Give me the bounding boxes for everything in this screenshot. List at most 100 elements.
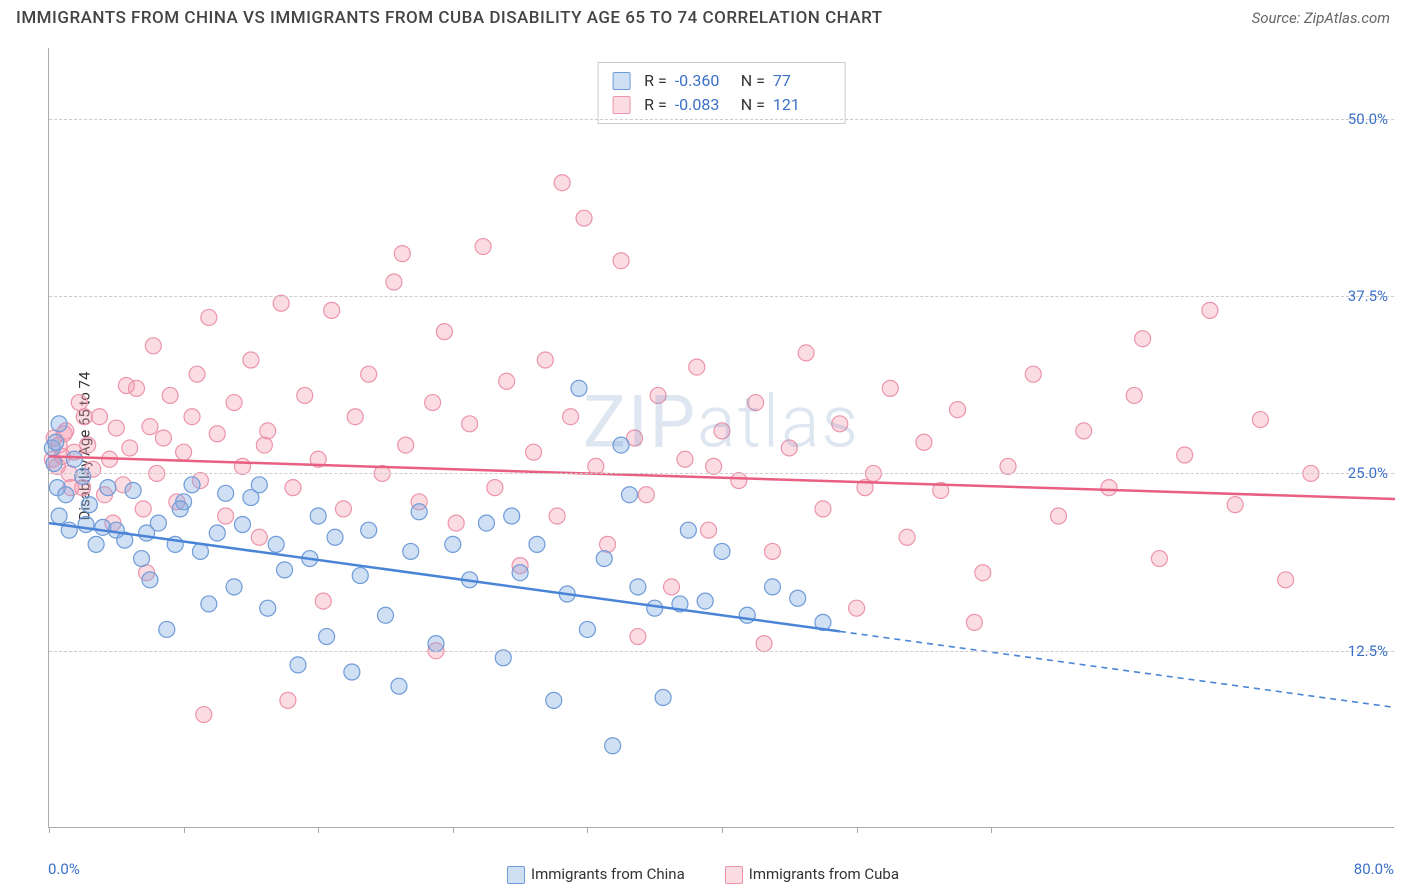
cuba-point <box>324 302 340 318</box>
cuba-point <box>394 246 410 262</box>
x-tick <box>722 827 723 833</box>
china-point <box>344 664 360 680</box>
cuba-point <box>1101 480 1117 496</box>
cuba-point <box>706 458 722 474</box>
china-point <box>268 536 284 552</box>
china-point <box>445 536 461 552</box>
china-point <box>277 562 293 578</box>
china-point <box>327 529 343 545</box>
y-tick-label: 50.0% <box>1348 110 1388 128</box>
cuba-point <box>1278 572 1294 588</box>
cuba-point <box>436 324 452 340</box>
cuba-point <box>145 338 161 354</box>
cuba-point <box>576 210 592 226</box>
cuba-point <box>315 593 331 609</box>
china-point <box>319 629 335 645</box>
china-point <box>391 678 407 694</box>
gridline <box>49 296 1394 297</box>
china-point <box>361 522 377 538</box>
china-point <box>75 468 91 484</box>
cuba-point <box>815 501 831 517</box>
cuba-point <box>118 378 134 394</box>
n-label: N = <box>741 93 765 117</box>
cuba-point <box>756 636 772 652</box>
china-point <box>764 579 780 595</box>
cuba-point <box>832 416 848 432</box>
cuba-point <box>335 501 351 517</box>
gridline <box>49 651 1394 652</box>
cuba-point <box>1202 302 1218 318</box>
china-point <box>504 508 520 524</box>
china-point <box>378 607 394 623</box>
legend-item: Immigrants from China <box>507 865 685 884</box>
cuba-point <box>1076 423 1092 439</box>
cuba-point <box>475 239 491 255</box>
n-value: 77 <box>773 69 831 93</box>
cuba-point <box>234 458 250 474</box>
legend-swatch <box>507 866 525 884</box>
cuba-point <box>966 614 982 630</box>
china-point <box>630 579 646 595</box>
cuba-point <box>462 416 478 432</box>
china-point <box>579 621 595 637</box>
china-point <box>714 543 730 559</box>
china-point <box>218 485 234 501</box>
cuba-point <box>798 345 814 361</box>
cuba-point <box>714 423 730 439</box>
cuba-point <box>1151 551 1167 567</box>
cuba-point <box>76 409 92 425</box>
cuba-point <box>398 437 414 453</box>
cuba-point <box>386 274 402 290</box>
cuba-point <box>1227 497 1243 513</box>
y-tick-label: 25.0% <box>1348 464 1388 482</box>
china-point <box>100 480 116 496</box>
china-point <box>647 600 663 616</box>
cuba-point <box>849 600 865 616</box>
cuba-point <box>176 444 192 460</box>
china-point <box>529 536 545 552</box>
x-min-label: 0.0% <box>48 860 80 878</box>
plot-area: ZIPatlas R = -0.360N = 77R = -0.083N = 1… <box>48 48 1394 828</box>
cuba-point <box>1025 366 1041 382</box>
cuba-point <box>226 395 242 411</box>
cuba-point <box>1252 412 1268 428</box>
china-point <box>184 477 200 493</box>
x-tick <box>49 827 50 833</box>
china-point <box>495 650 511 666</box>
china-point <box>352 568 368 584</box>
china-point <box>790 590 806 606</box>
cuba-point <box>731 473 747 489</box>
cuba-point <box>664 579 680 595</box>
china-point <box>697 593 713 609</box>
x-max-label: 80.0% <box>1354 860 1394 878</box>
y-tick-label: 37.5% <box>1348 287 1388 305</box>
source-credit: Source: ZipAtlas.com <box>1252 9 1390 27</box>
legend-item: Immigrants from Cuba <box>725 865 899 884</box>
legend-swatch <box>612 96 630 114</box>
china-point <box>512 565 528 581</box>
y-tick-label: 12.5% <box>1348 642 1388 660</box>
cuba-point <box>748 395 764 411</box>
china-point <box>172 501 188 517</box>
china-point <box>201 596 217 612</box>
china-point <box>142 572 158 588</box>
r-label: R = <box>644 93 667 117</box>
cuba-point <box>285 480 301 496</box>
cuba-point <box>689 359 705 375</box>
china-point <box>546 692 562 708</box>
china-point <box>150 515 166 531</box>
cuba-point <box>487 480 503 496</box>
cuba-point <box>162 387 178 403</box>
r-value: -0.360 <box>675 69 733 93</box>
cuba-point <box>537 352 553 368</box>
cuba-point <box>630 629 646 645</box>
china-point <box>571 380 587 396</box>
cuba-point <box>950 402 966 418</box>
cuba-point <box>218 508 234 524</box>
cuba-point <box>1126 387 1142 403</box>
r-label: R = <box>644 69 667 93</box>
cuba-point <box>122 440 138 456</box>
china-point <box>66 451 82 467</box>
china-point <box>290 657 306 673</box>
cuba-point <box>701 522 717 538</box>
